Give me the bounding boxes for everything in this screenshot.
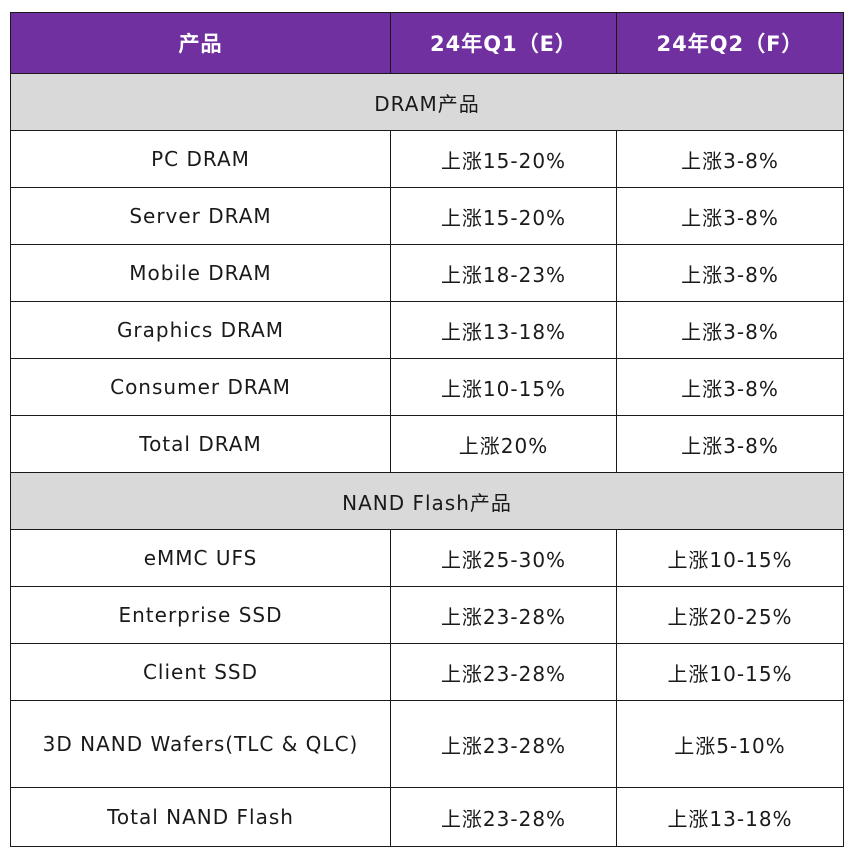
- table-row: Total NAND Flash 上涨23-28% 上涨13-18%: [10, 787, 844, 847]
- q2-cell: 上涨3-8%: [616, 301, 844, 359]
- q2-cell: 上涨3-8%: [616, 358, 844, 416]
- q1-cell: 上涨23-28%: [390, 643, 617, 701]
- table-row: Mobile DRAM 上涨18-23% 上涨3-8%: [10, 244, 844, 302]
- q1-cell: 上涨23-28%: [390, 586, 617, 644]
- table-row: Server DRAM 上涨15-20% 上涨3-8%: [10, 187, 844, 245]
- q1-cell: 上涨13-18%: [390, 301, 617, 359]
- q2-cell: 上涨10-15%: [616, 643, 844, 701]
- q2-cell: 上涨13-18%: [616, 787, 844, 847]
- product-cell: eMMC UFS: [10, 529, 391, 587]
- header-q2: 24年Q2（F）: [616, 12, 844, 74]
- table-row: Total DRAM 上涨20% 上涨3-8%: [10, 415, 844, 473]
- group-row-nand: NAND Flash产品: [10, 472, 844, 530]
- header-row: 产品 24年Q1（E） 24年Q2（F）: [10, 12, 844, 74]
- q2-cell: 上涨10-15%: [616, 529, 844, 587]
- q1-cell: 上涨15-20%: [390, 130, 617, 188]
- product-cell: Client SSD: [10, 643, 391, 701]
- product-cell: Consumer DRAM: [10, 358, 391, 416]
- price-forecast-table: 产品 24年Q1（E） 24年Q2（F） DRAM产品 PC DRAM 上涨15…: [10, 12, 844, 847]
- header-product: 产品: [10, 12, 391, 74]
- q1-cell: 上涨25-30%: [390, 529, 617, 587]
- q2-cell: 上涨3-8%: [616, 187, 844, 245]
- product-cell: Server DRAM: [10, 187, 391, 245]
- product-cell: Mobile DRAM: [10, 244, 391, 302]
- q2-cell: 上涨3-8%: [616, 415, 844, 473]
- table-row: Graphics DRAM 上涨13-18% 上涨3-8%: [10, 301, 844, 359]
- table-row: eMMC UFS 上涨25-30% 上涨10-15%: [10, 529, 844, 587]
- q1-cell: 上涨18-23%: [390, 244, 617, 302]
- q1-cell: 上涨15-20%: [390, 187, 617, 245]
- product-cell: 3D NAND Wafers(TLC & QLC): [10, 700, 391, 788]
- q2-cell: 上涨3-8%: [616, 244, 844, 302]
- product-cell: Total DRAM: [10, 415, 391, 473]
- table-row: 3D NAND Wafers(TLC & QLC) 上涨23-28% 上涨5-1…: [10, 700, 844, 788]
- table-row: PC DRAM 上涨15-20% 上涨3-8%: [10, 130, 844, 188]
- q2-cell: 上涨3-8%: [616, 130, 844, 188]
- q2-cell: 上涨5-10%: [616, 700, 844, 788]
- q1-cell: 上涨23-28%: [390, 700, 617, 788]
- product-cell: Total NAND Flash: [10, 787, 391, 847]
- product-cell: Enterprise SSD: [10, 586, 391, 644]
- table-row: Consumer DRAM 上涨10-15% 上涨3-8%: [10, 358, 844, 416]
- group-row-dram: DRAM产品: [10, 73, 844, 131]
- product-cell: PC DRAM: [10, 130, 391, 188]
- q1-cell: 上涨20%: [390, 415, 617, 473]
- table-row: Enterprise SSD 上涨23-28% 上涨20-25%: [10, 586, 844, 644]
- q1-cell: 上涨23-28%: [390, 787, 617, 847]
- q2-cell: 上涨20-25%: [616, 586, 844, 644]
- header-q1: 24年Q1（E）: [390, 12, 617, 74]
- q1-cell: 上涨10-15%: [390, 358, 617, 416]
- group-title: NAND Flash产品: [10, 472, 844, 530]
- table-row: Client SSD 上涨23-28% 上涨10-15%: [10, 643, 844, 701]
- group-title: DRAM产品: [10, 73, 844, 131]
- product-cell: Graphics DRAM: [10, 301, 391, 359]
